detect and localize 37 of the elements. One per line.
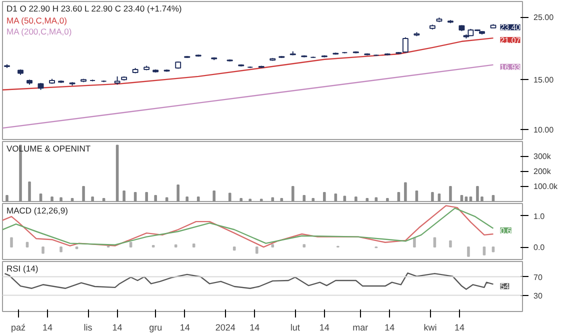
annotation: 54 [500, 282, 510, 292]
annotation: 23.40 [500, 23, 521, 32]
chart-title: RSI (14) [6, 264, 38, 274]
x-tick-label: 14 [42, 322, 53, 332]
annotation: 16.93 [500, 62, 521, 72]
x-tick-label: paź [11, 322, 26, 332]
x-tick-label: lis [84, 322, 93, 332]
chart-title: VOLUME & OPENINT [6, 144, 91, 154]
x-tick-label: gru [149, 322, 162, 332]
x-tick-label: 2024 [215, 322, 236, 332]
y-tick-label: 70 [534, 272, 543, 282]
x-tick-label: kwi [424, 322, 437, 332]
x-tick-label: 14 [454, 322, 464, 332]
y-tick-label: 0.0 [534, 243, 546, 252]
y-tick-label: 300k [534, 152, 552, 161]
y-tick-label: 15.00 [534, 76, 554, 85]
y-tick-label: 200k [534, 167, 552, 176]
annotation: 21.07 [500, 36, 521, 46]
y-tick-label: 10.00 [534, 125, 554, 134]
chart-title: D1 O 22.90 H 23.60 L 22.90 C 23.40 (+1.74%) [6, 4, 182, 14]
x-tick-label: 14 [112, 322, 122, 332]
x-tick-label: 14 [319, 322, 330, 332]
x-tick-label: 14 [250, 322, 260, 332]
y-tick-label: 1.0 [534, 212, 546, 221]
line-series [4, 272, 494, 290]
y-tick-label: 30 [534, 291, 543, 300]
x-tick-label: 14 [180, 322, 190, 332]
text: MA (200,C,MA,0) [6, 26, 72, 36]
annotation: 0.6 [500, 226, 512, 236]
y-tick-label: 25.00 [534, 13, 554, 22]
x-tick-label: lut [290, 322, 300, 332]
x-tick-label: 14 [384, 322, 395, 332]
chart-title: MACD (12,26,9) [6, 206, 68, 216]
line-series [2, 37, 494, 90]
x-tick-label: mar [352, 322, 368, 332]
text: MA (50,C,MA,0) [6, 16, 68, 26]
y-tick-label: 100.0k [534, 182, 559, 191]
